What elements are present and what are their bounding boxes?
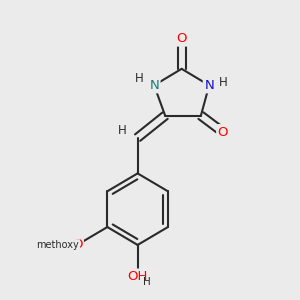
Text: N: N [149, 79, 159, 92]
Text: O: O [176, 32, 187, 45]
Text: OH: OH [128, 270, 148, 283]
Text: N: N [204, 79, 214, 92]
Text: H: H [143, 277, 151, 287]
Text: H: H [219, 76, 228, 89]
Text: H: H [118, 124, 127, 137]
Text: O: O [218, 126, 228, 139]
Text: O: O [72, 238, 82, 251]
Text: methoxy: methoxy [36, 240, 79, 250]
Text: H: H [135, 72, 143, 85]
